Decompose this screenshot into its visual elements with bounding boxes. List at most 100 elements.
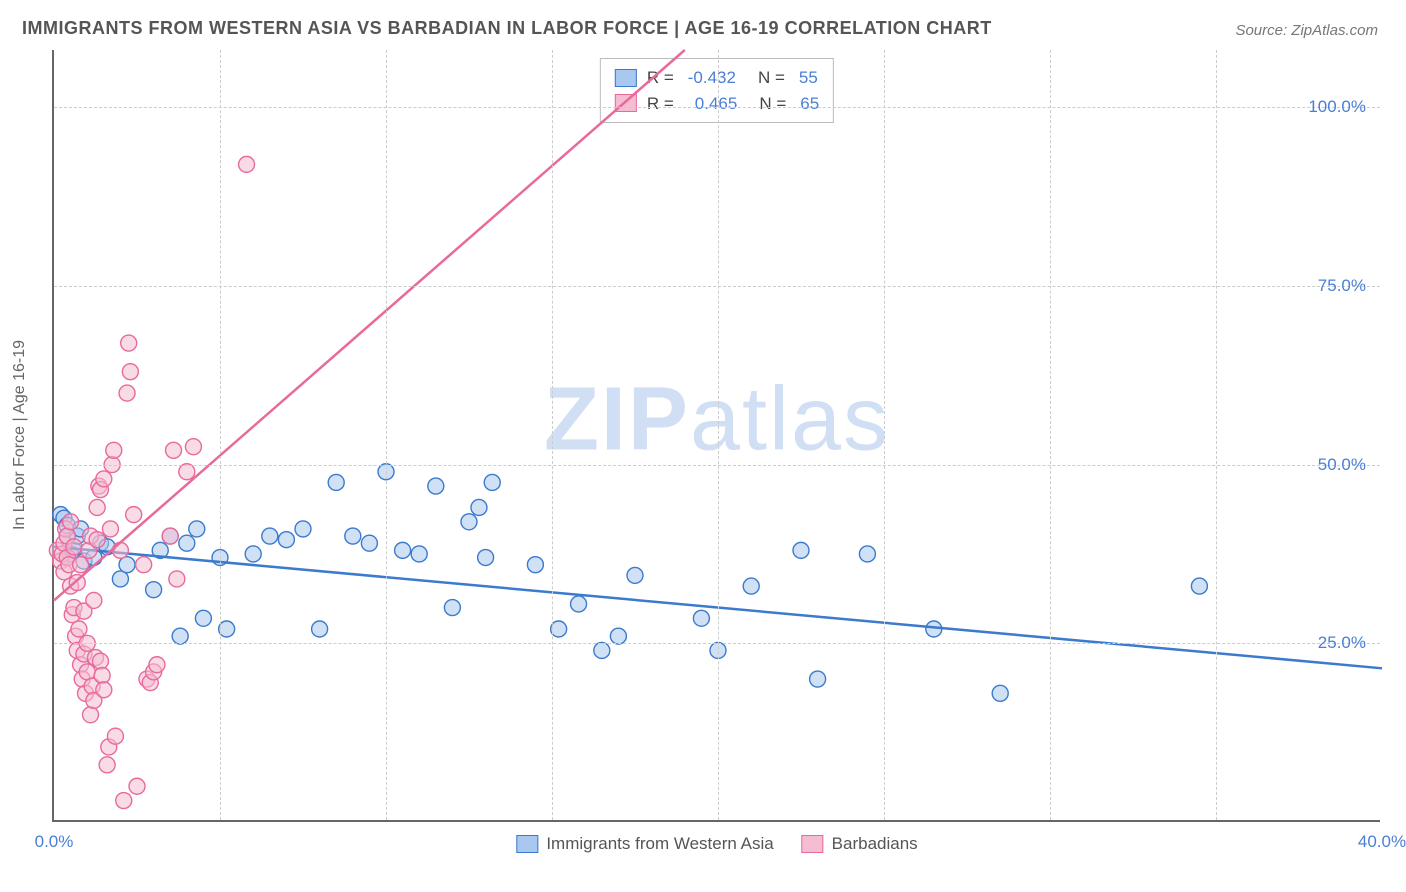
legend-swatch-1 (802, 835, 824, 853)
data-point (295, 521, 311, 537)
data-point (146, 582, 162, 598)
data-point (66, 539, 82, 555)
data-point (96, 471, 112, 487)
gridline-h (54, 465, 1380, 466)
legend-label-1: Barbadians (832, 834, 918, 854)
data-point (478, 550, 494, 566)
legend-bottom: Immigrants from Western Asia Barbadians (516, 834, 917, 854)
data-point (73, 557, 89, 573)
data-point (278, 532, 294, 548)
data-point (106, 442, 122, 458)
data-point (859, 546, 875, 562)
data-point (328, 474, 344, 490)
data-point (69, 575, 85, 591)
gridline-v (552, 50, 553, 820)
data-point (89, 532, 105, 548)
gridline-h (54, 643, 1380, 644)
data-point (1191, 578, 1207, 594)
data-point (129, 778, 145, 794)
data-point (89, 499, 105, 515)
data-point (179, 464, 195, 480)
data-point (610, 628, 626, 644)
legend-swatch-0 (516, 835, 538, 853)
data-point (195, 610, 211, 626)
ytick-label: 50.0% (1318, 455, 1366, 475)
data-point (444, 600, 460, 616)
gridline-v (884, 50, 885, 820)
data-point (166, 442, 182, 458)
data-point (461, 514, 477, 530)
data-point (992, 685, 1008, 701)
data-point (119, 385, 135, 401)
data-point (136, 557, 152, 573)
data-point (112, 542, 128, 558)
data-point (96, 682, 112, 698)
data-point (71, 621, 87, 637)
plot-area: In Labor Force | Age 16-19 ZIPatlas R = … (52, 50, 1380, 822)
legend-item-1: Barbadians (802, 834, 918, 854)
gridline-v (1050, 50, 1051, 820)
data-point (262, 528, 278, 544)
xtick-label: 0.0% (35, 832, 74, 852)
data-point (743, 578, 759, 594)
data-point (86, 592, 102, 608)
data-point (219, 621, 235, 637)
data-point (627, 567, 643, 583)
data-point (179, 535, 195, 551)
data-point (83, 707, 99, 723)
gridline-h (54, 286, 1380, 287)
data-point (102, 521, 118, 537)
data-point (169, 571, 185, 587)
data-point (63, 514, 79, 530)
legend-item-0: Immigrants from Western Asia (516, 834, 773, 854)
data-point (527, 557, 543, 573)
gridline-v (1216, 50, 1217, 820)
data-point (94, 667, 110, 683)
data-point (571, 596, 587, 612)
data-point (99, 757, 115, 773)
data-point (119, 557, 135, 573)
legend-label-0: Immigrants from Western Asia (546, 834, 773, 854)
data-point (793, 542, 809, 558)
data-point (162, 528, 178, 544)
data-point (239, 156, 255, 172)
data-point (395, 542, 411, 558)
data-point (594, 642, 610, 658)
data-point (484, 474, 500, 490)
xtick-label: 40.0% (1358, 832, 1406, 852)
data-point (122, 364, 138, 380)
data-point (245, 546, 261, 562)
chart-title: IMMIGRANTS FROM WESTERN ASIA VS BARBADIA… (22, 18, 992, 39)
data-point (551, 621, 567, 637)
scatter-svg (54, 50, 1380, 820)
data-point (121, 335, 137, 351)
ytick-label: 100.0% (1308, 97, 1366, 117)
data-point (361, 535, 377, 551)
source-label: Source: ZipAtlas.com (1235, 22, 1378, 39)
data-point (428, 478, 444, 494)
gridline-v (386, 50, 387, 820)
ytick-label: 25.0% (1318, 633, 1366, 653)
data-point (92, 653, 108, 669)
data-point (411, 546, 427, 562)
gridline-v (220, 50, 221, 820)
data-point (345, 528, 361, 544)
y-axis-label: In Labor Force | Age 16-19 (11, 340, 29, 530)
data-point (116, 793, 132, 809)
data-point (185, 439, 201, 455)
data-point (471, 499, 487, 515)
ytick-label: 75.0% (1318, 276, 1366, 296)
data-point (693, 610, 709, 626)
data-point (149, 657, 165, 673)
data-point (810, 671, 826, 687)
gridline-h (54, 107, 1380, 108)
data-point (112, 571, 128, 587)
gridline-v (718, 50, 719, 820)
data-point (79, 664, 95, 680)
trend-line (54, 50, 685, 600)
data-point (312, 621, 328, 637)
data-point (107, 728, 123, 744)
data-point (172, 628, 188, 644)
data-point (189, 521, 205, 537)
data-point (126, 507, 142, 523)
